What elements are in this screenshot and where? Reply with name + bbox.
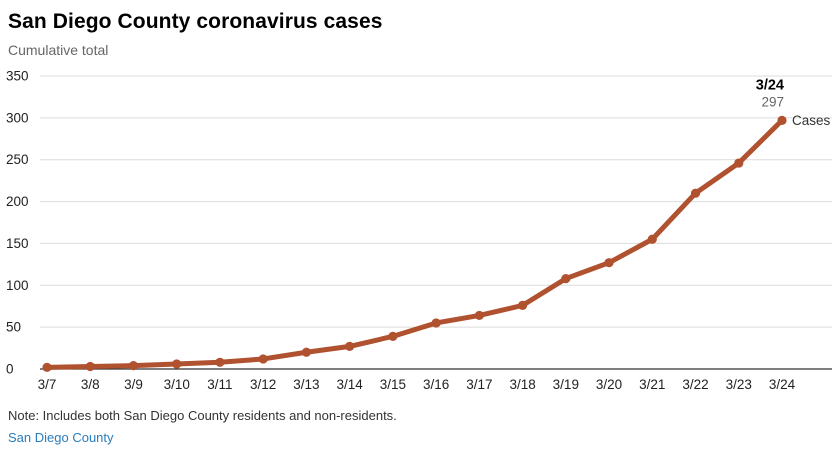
x-tick-label: 3/16 (423, 377, 449, 392)
x-tick-label: 3/24 (769, 377, 796, 392)
chart-footer: Note: Includes both San Diego County res… (0, 408, 840, 447)
data-point (604, 258, 614, 268)
y-tick-label: 200 (6, 194, 29, 209)
data-point (85, 361, 95, 372)
chart-subtitle: Cumulative total (8, 42, 109, 58)
x-tick-label: 3/20 (596, 377, 622, 392)
data-point (474, 310, 484, 321)
end-annotation-date: 3/24 (756, 77, 784, 93)
data-point (215, 357, 225, 367)
chart-title: San Diego County coronavirus cases (8, 10, 383, 33)
x-tick-label: 3/7 (38, 377, 57, 392)
data-point (42, 362, 52, 372)
source-link[interactable]: San Diego County (8, 430, 114, 445)
data-point (690, 188, 701, 198)
x-tick-label: 3/8 (81, 377, 100, 392)
y-tick-label: 250 (6, 152, 29, 167)
data-point (301, 347, 312, 357)
data-point (777, 115, 787, 125)
y-tick-label: 50 (6, 320, 21, 335)
x-tick-label: 3/17 (466, 377, 492, 392)
x-tick-label: 3/22 (682, 377, 708, 392)
x-tick-label: 3/10 (164, 377, 190, 392)
note-text: Note: Includes both San Diego County res… (8, 408, 397, 423)
x-tick-label: 3/23 (726, 377, 752, 392)
x-tick-label: 3/13 (293, 377, 319, 392)
cases-line-chart: 0 50 100 150 200 250 300 350 3/7 3/8 3/9 3/10 3/11 3/… (6, 69, 832, 392)
y-tick-label: 350 (6, 69, 29, 84)
data-point (128, 361, 139, 371)
data-point (647, 234, 657, 244)
y-tick-label: 150 (6, 236, 29, 251)
data-point (517, 300, 528, 310)
y-tick-label: 100 (6, 278, 29, 293)
data-point (431, 318, 441, 328)
y-tick-label: 300 (6, 110, 29, 125)
data-point (258, 354, 268, 364)
data-point (561, 273, 571, 284)
end-annotation-value: 297 (761, 94, 784, 109)
cases-line (44, 117, 785, 370)
x-tick-label: 3/11 (207, 377, 232, 392)
x-tick-label: 3/12 (250, 377, 276, 392)
x-tick-label: 3/21 (639, 377, 665, 392)
data-point (388, 331, 398, 341)
x-tick-label: 3/14 (337, 377, 364, 392)
data-point (172, 359, 182, 369)
x-tick-label: 3/18 (509, 377, 535, 392)
x-tick-label: 3/9 (124, 377, 143, 392)
x-tick-label: 3/15 (380, 377, 406, 392)
x-tick-label: 3/19 (553, 377, 579, 392)
y-tick-label: 0 (6, 362, 14, 377)
series-label-cases: Cases (792, 113, 831, 128)
data-point (734, 158, 744, 168)
data-point (345, 341, 355, 351)
